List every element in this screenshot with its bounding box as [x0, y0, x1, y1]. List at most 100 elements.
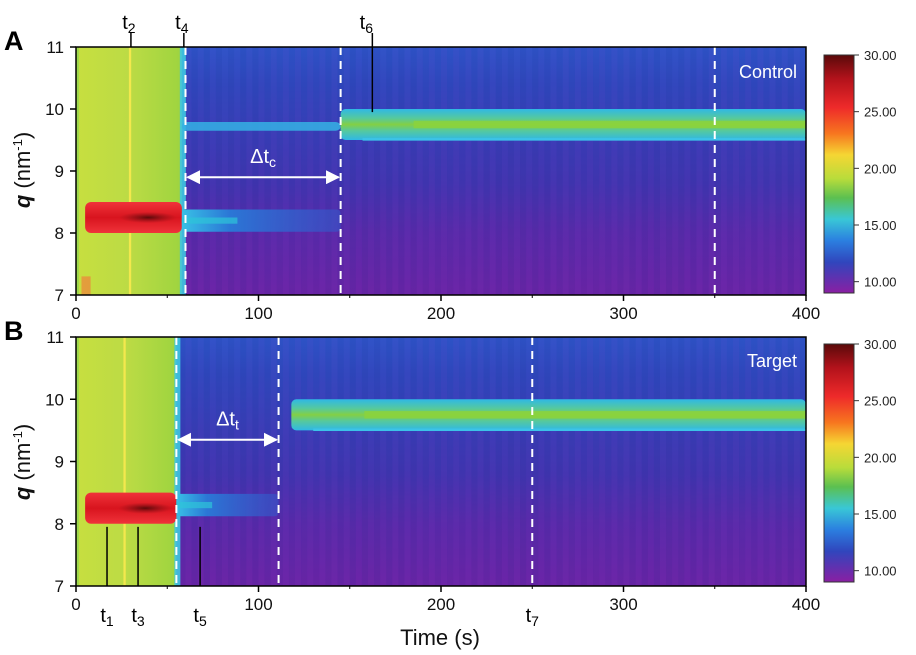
texture-streak: [441, 337, 448, 586]
texture-streak: [234, 337, 241, 586]
panel-b: B q (nm-1) Δtt 0 100 200 300 400 7 8 9 10 11 t1 t3 t…: [4, 316, 897, 650]
texture-streak: [404, 47, 411, 295]
texture-streak: [611, 47, 618, 295]
texture-streak: [270, 47, 277, 295]
y-axis-label: q (nm-1): [10, 424, 35, 500]
texture-streak: [343, 337, 350, 586]
texture-streak: [733, 47, 740, 295]
texture-streak: [319, 337, 326, 586]
texture-streak: [574, 47, 581, 295]
texture-streak: [337, 337, 344, 586]
time-mark: t2: [122, 12, 136, 47]
interval-label: Δtt: [216, 409, 239, 433]
texture-streak: [428, 337, 435, 586]
texture-streak: [507, 47, 514, 295]
texture-streak: [532, 47, 539, 295]
texture-streak: [313, 47, 320, 295]
high-q-band: [181, 122, 341, 131]
texture-streak: [343, 47, 350, 295]
texture-streak: [684, 337, 691, 586]
heatmap-plot: Δtc: [76, 47, 806, 295]
texture-streak: [179, 337, 186, 586]
colorbar-tick-label: 25.00: [864, 394, 897, 409]
x-tick-label: 200: [427, 304, 455, 323]
texture-streak: [757, 337, 764, 586]
texture-streak: [641, 47, 648, 295]
texture-streak: [666, 337, 673, 586]
x-tick-label: 0: [71, 595, 80, 614]
left-edge: [76, 47, 79, 295]
texture-streak: [696, 337, 703, 586]
svg-text:q (nm-1): q (nm-1): [10, 424, 35, 500]
low-q-band-core: [181, 217, 238, 224]
texture-streak: [653, 337, 660, 586]
texture-streak: [726, 337, 733, 586]
high-q-band-core: [364, 411, 806, 419]
texture-streak: [477, 337, 484, 586]
texture-streak: [526, 337, 533, 586]
texture-streak: [714, 47, 721, 295]
corner-label: Control: [739, 62, 797, 82]
texture-streak: [507, 337, 514, 586]
texture-streak: [520, 47, 527, 295]
dark-core: [119, 211, 178, 224]
texture-streak: [739, 337, 746, 586]
panel-letter: A: [4, 26, 24, 56]
texture-streak: [629, 337, 636, 586]
texture-streak: [368, 47, 375, 295]
texture-streak: [228, 337, 235, 586]
texture-streak: [775, 47, 782, 295]
texture-streak: [580, 47, 587, 295]
svg-text:q (nm-1): q (nm-1): [10, 132, 35, 208]
texture-streak: [520, 337, 527, 586]
texture-streak: [386, 47, 393, 295]
y-tick-label: 10: [45, 390, 64, 409]
time-mark: t1: [100, 526, 114, 629]
texture-streak: [757, 47, 764, 295]
y-tick-label: 10: [45, 100, 64, 119]
texture-streak: [580, 337, 587, 586]
texture-streak: [514, 337, 521, 586]
texture-streak: [793, 337, 800, 586]
texture-streak: [349, 337, 356, 586]
texture-streak: [623, 47, 630, 295]
texture-streak: [574, 337, 581, 586]
texture-streak: [641, 337, 648, 586]
colorbar-tick-label: 10.00: [864, 275, 897, 290]
texture-streak: [763, 337, 770, 586]
time-mark: t4: [175, 12, 189, 47]
texture-streak: [331, 47, 338, 295]
texture-streak: [678, 337, 685, 586]
texture-streak: [696, 47, 703, 295]
texture-streak: [319, 47, 326, 295]
colorbar-tick-label: 20.00: [864, 450, 897, 465]
texture-streak: [629, 47, 636, 295]
colorbar: 30.00 25.00 20.00 15.00 10.00: [823, 48, 897, 294]
texture-streak: [599, 337, 606, 586]
texture-streak: [751, 47, 758, 295]
texture-streak: [623, 337, 630, 586]
texture-streak: [428, 47, 435, 295]
texture-streak: [526, 47, 533, 295]
texture-streak: [477, 47, 484, 295]
texture-streak: [288, 47, 295, 295]
texture-streak: [258, 337, 265, 586]
texture-streak: [240, 337, 247, 586]
texture-streak: [587, 337, 594, 586]
texture-streak: [568, 337, 575, 586]
texture-streak: [197, 337, 204, 586]
texture-streak: [197, 47, 204, 295]
texture-streak: [398, 47, 405, 295]
texture-streak: [441, 47, 448, 295]
panel-a: A q (nm-1) Δtc 0 100 200 300 400 7 8 9 10 11 t2 t4 t…: [4, 12, 897, 323]
texture-streak: [465, 47, 472, 295]
texture-streak: [453, 337, 460, 586]
panel-letter: B: [4, 316, 24, 346]
texture-streak: [222, 337, 229, 586]
texture-streak: [288, 337, 295, 586]
texture-streak: [392, 47, 399, 295]
texture-streak: [471, 337, 478, 586]
y-axis-label: q (nm-1): [10, 132, 35, 208]
texture-streak: [720, 47, 727, 295]
texture-streak: [726, 47, 733, 295]
